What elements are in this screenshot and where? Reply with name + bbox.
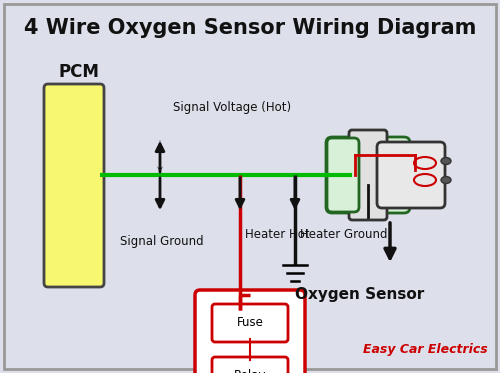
Text: PCM: PCM: [58, 63, 99, 81]
FancyBboxPatch shape: [349, 130, 387, 220]
FancyBboxPatch shape: [327, 138, 359, 212]
FancyBboxPatch shape: [212, 357, 288, 373]
Text: Fuse: Fuse: [236, 317, 264, 329]
FancyBboxPatch shape: [195, 290, 305, 373]
Ellipse shape: [441, 176, 451, 184]
FancyBboxPatch shape: [212, 304, 288, 342]
Text: Easy Car Electrics: Easy Car Electrics: [363, 344, 488, 357]
Text: Oxygen Sensor: Oxygen Sensor: [296, 288, 424, 303]
Ellipse shape: [441, 157, 451, 164]
FancyBboxPatch shape: [44, 84, 104, 287]
Text: Heater Hot: Heater Hot: [245, 229, 310, 241]
Text: 4 Wire Oxygen Sensor Wiring Diagram: 4 Wire Oxygen Sensor Wiring Diagram: [24, 18, 476, 38]
Text: Signal Ground: Signal Ground: [120, 235, 204, 248]
FancyBboxPatch shape: [326, 137, 410, 213]
Text: Relay: Relay: [234, 370, 266, 373]
Text: Heater Ground: Heater Ground: [300, 229, 388, 241]
Text: Signal Voltage (Hot): Signal Voltage (Hot): [173, 101, 291, 115]
FancyBboxPatch shape: [377, 142, 445, 208]
